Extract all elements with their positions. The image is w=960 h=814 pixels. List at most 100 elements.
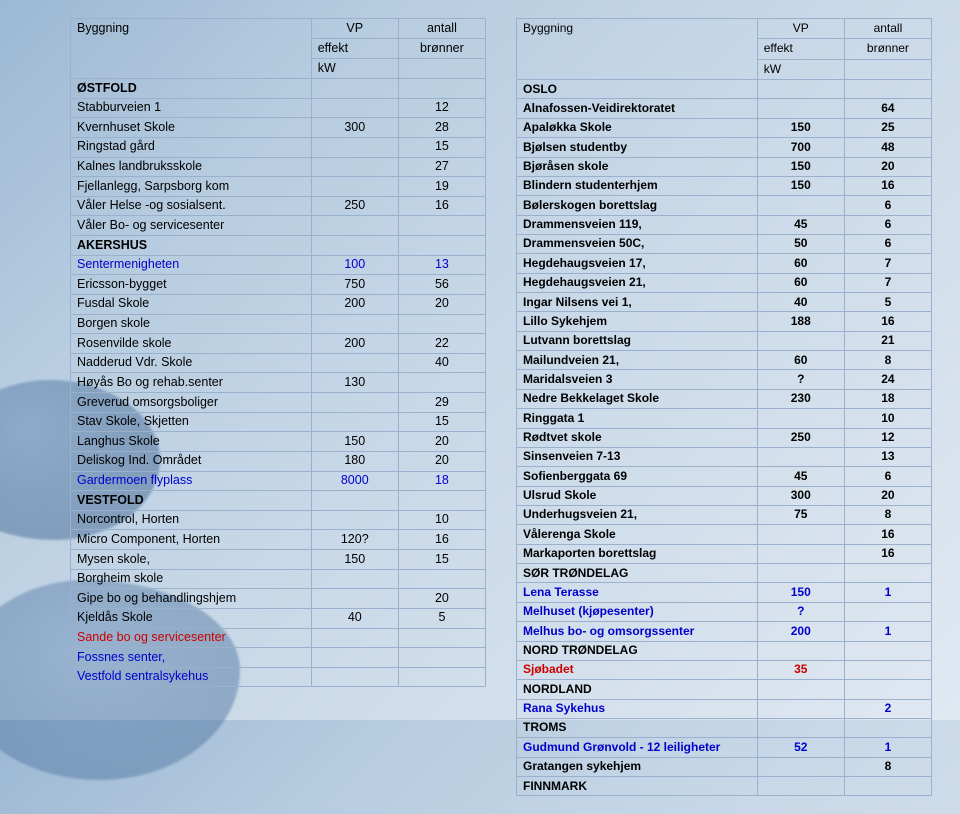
cell-vp: 60 xyxy=(757,254,844,273)
cell-name: Stabburveien 1 xyxy=(71,98,312,118)
cell-vp: 150 xyxy=(757,157,844,176)
cell-vp xyxy=(311,353,398,373)
table-row: Underhugsveien 21,758 xyxy=(517,505,932,524)
th-vp-1r: VP xyxy=(757,19,844,39)
cell-name: Sinsenveien 7-13 xyxy=(517,447,758,466)
table-row: Maridalsveien 3?24 xyxy=(517,370,932,389)
table-row: Lillo Sykehjem18816 xyxy=(517,312,932,331)
table-row: Kalnes landbruksskole27 xyxy=(71,157,486,177)
cell-vp: 230 xyxy=(757,389,844,408)
th-vp-3r: kW xyxy=(757,59,844,79)
cell-vp xyxy=(311,79,398,99)
cell-name: Sentermenigheten xyxy=(71,255,312,275)
table-row: Alnafossen-Veidirektoratet64 xyxy=(517,99,932,118)
th-vp-1: VP xyxy=(311,19,398,39)
table-row: Blindern studenterhjem15016 xyxy=(517,176,932,195)
table-row: Sofienberggata 69456 xyxy=(517,467,932,486)
table-row: Ringgata 1 10 xyxy=(517,409,932,428)
cell-vp xyxy=(311,569,398,589)
cell-name: Våler Helse -og sosialsent. xyxy=(71,196,312,216)
cell-name: Fusdal Skole xyxy=(71,294,312,314)
cell-wells: 20 xyxy=(398,294,485,314)
table-row: Rosenvilde skole20022 xyxy=(71,334,486,354)
cell-name: Norcontrol, Horten xyxy=(71,510,312,530)
cell-vp: 52 xyxy=(757,738,844,757)
cell-name: TROMS xyxy=(517,718,758,737)
table-row: Ulsrud Skole30020 xyxy=(517,486,932,505)
cell-vp xyxy=(757,718,844,737)
cell-vp: 150 xyxy=(757,583,844,602)
cell-wells: 10 xyxy=(844,409,931,428)
cell-vp: 700 xyxy=(757,138,844,157)
cell-wells: 1 xyxy=(844,583,931,602)
cell-vp xyxy=(757,409,844,428)
cell-vp: 40 xyxy=(311,608,398,628)
right-table: Byggning VP antall effekt brønner kW OSL… xyxy=(516,18,932,796)
cell-name: Mailundveien 21, xyxy=(517,351,758,370)
cell-wells: 19 xyxy=(398,177,485,197)
cell-vp: 188 xyxy=(757,312,844,331)
cell-wells: 13 xyxy=(398,255,485,275)
cell-vp: 300 xyxy=(757,486,844,505)
table-row: Mysen skole,15015 xyxy=(71,550,486,570)
table-row: AKERSHUS xyxy=(71,236,486,256)
cell-wells: 2 xyxy=(844,699,931,718)
table-row: FINNMARK xyxy=(517,777,932,796)
cell-wells: 8 xyxy=(844,505,931,524)
th-vp-2: effekt xyxy=(311,39,398,59)
cell-name: Hegdehaugsveien 17, xyxy=(517,254,758,273)
cell-name: Ulsrud Skole xyxy=(517,486,758,505)
cell-wells: 16 xyxy=(844,176,931,195)
cell-wells xyxy=(844,777,931,796)
cell-wells: 13 xyxy=(844,447,931,466)
table-row: Sande bo og servicesenter xyxy=(71,628,486,648)
table-row: Drammensveien 50C,506 xyxy=(517,234,932,253)
cell-name: Melhus bo- og omsorgssenter xyxy=(517,622,758,641)
cell-vp xyxy=(757,544,844,563)
cell-name: Gudmund Grønvold - 12 leiligheter xyxy=(517,738,758,757)
cell-wells: 27 xyxy=(398,157,485,177)
cell-vp xyxy=(311,589,398,609)
cell-wells: 10 xyxy=(398,510,485,530)
cell-name: Ringgata 1 xyxy=(517,409,758,428)
cell-vp: 130 xyxy=(311,373,398,393)
table-row: Vestfold sentralsykehus xyxy=(71,667,486,687)
right-column: Byggning VP antall effekt brønner kW OSL… xyxy=(516,18,932,796)
cell-wells: 8 xyxy=(844,757,931,776)
cell-wells: 6 xyxy=(844,215,931,234)
table-row: Hegdehaugsveien 21,607 xyxy=(517,273,932,292)
cell-vp xyxy=(311,648,398,668)
cell-name: Drammensveien 119, xyxy=(517,215,758,234)
cell-vp xyxy=(311,236,398,256)
cell-name: Våler Bo- og servicesenter xyxy=(71,216,312,236)
table-row: Ingar Nilsens vei 1,405 xyxy=(517,293,932,312)
cell-wells: 25 xyxy=(844,118,931,137)
table-row: Lutvann borettslag21 xyxy=(517,331,932,350)
cell-name: Gratangen sykehjem xyxy=(517,757,758,776)
cell-name: Nedre Bekkelaget Skole xyxy=(517,389,758,408)
cell-name: NORD TRØNDELAG xyxy=(517,641,758,660)
cell-wells: 6 xyxy=(844,234,931,253)
cell-vp: 200 xyxy=(311,294,398,314)
table-row: Borgen skole xyxy=(71,314,486,334)
cell-wells: 1 xyxy=(844,738,931,757)
cell-wells xyxy=(844,718,931,737)
cell-wells: 16 xyxy=(398,196,485,216)
cell-vp: 250 xyxy=(311,196,398,216)
cell-vp xyxy=(311,491,398,511)
cell-vp: 75 xyxy=(757,505,844,524)
cell-name: Lena Terasse xyxy=(517,583,758,602)
cell-vp xyxy=(311,412,398,432)
page-container: Byggning VP antall effekt brønner kW ØST… xyxy=(0,0,960,814)
table-row: Bølerskogen borettslag6 xyxy=(517,196,932,215)
cell-vp: 150 xyxy=(757,118,844,137)
cell-vp xyxy=(757,80,844,99)
cell-name: Underhugsveien 21, xyxy=(517,505,758,524)
cell-wells: 15 xyxy=(398,137,485,157)
cell-vp: 60 xyxy=(757,351,844,370)
cell-name: Sande bo og servicesenter xyxy=(71,628,312,648)
table-row: Nadderud Vdr. Skole40 xyxy=(71,353,486,373)
cell-wells: 6 xyxy=(844,196,931,215)
table-row: Fusdal Skole20020 xyxy=(71,294,486,314)
cell-wells: 64 xyxy=(844,99,931,118)
